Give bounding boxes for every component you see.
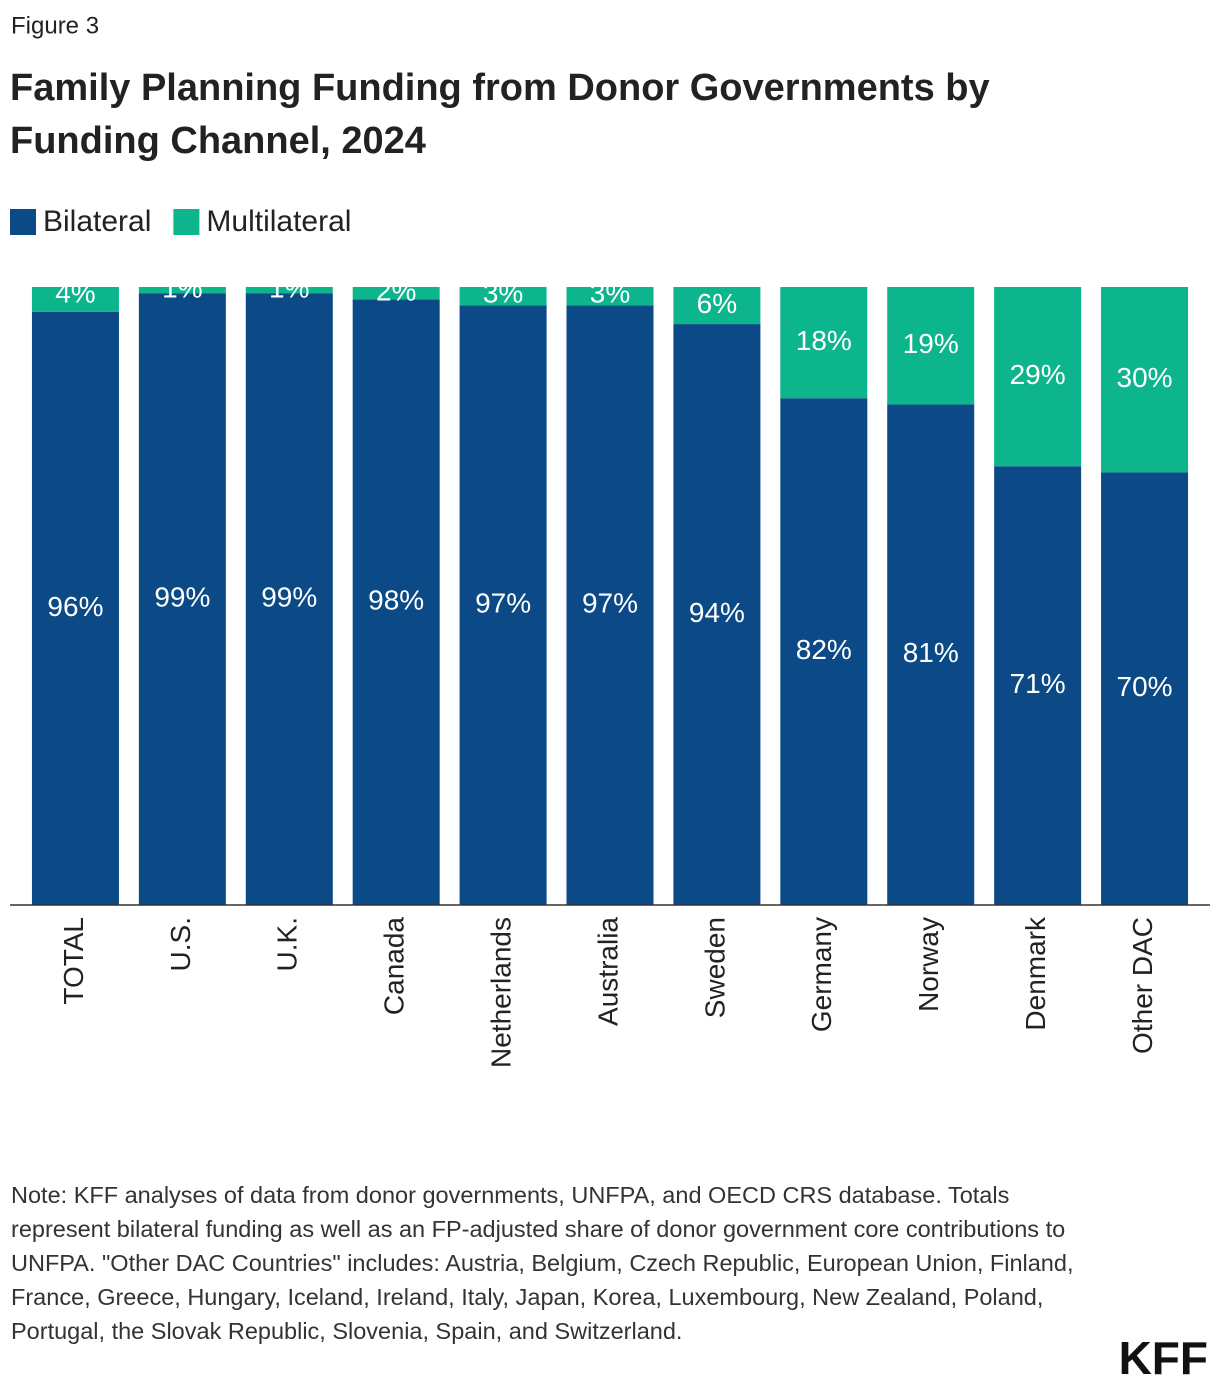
value-label: 97% xyxy=(582,588,638,619)
bar-segment xyxy=(887,287,975,405)
figure-label: Figure 3 xyxy=(11,12,99,39)
x-tick-label: Netherlands xyxy=(485,917,516,1068)
legend-swatch xyxy=(173,209,200,235)
bar-segment xyxy=(138,287,226,294)
title-box: Family Planning Funding from Donor Gover… xyxy=(10,67,990,162)
value-label: 3% xyxy=(483,277,523,308)
logo: KFF xyxy=(1119,1332,1208,1384)
bar-segment xyxy=(245,287,333,294)
value-label: 82% xyxy=(796,634,852,665)
x-tick-label: Australia xyxy=(592,917,623,1026)
bar-segment xyxy=(352,299,440,905)
bar-segment xyxy=(887,404,975,905)
bar-segment xyxy=(1101,472,1189,905)
bar-segment xyxy=(138,293,226,905)
x-tick-label: U.S. xyxy=(165,917,196,971)
x-tick-label: Canada xyxy=(379,917,410,1016)
value-label: 1% xyxy=(269,272,309,303)
value-label: 71% xyxy=(1010,668,1066,699)
bar-segment xyxy=(673,324,761,906)
x-tick-label: Sweden xyxy=(699,917,730,1018)
value-label: 4% xyxy=(55,277,95,308)
bar-segment xyxy=(1101,287,1189,473)
bar-segment xyxy=(994,287,1082,467)
value-label: 70% xyxy=(1117,671,1173,702)
value-label: 3% xyxy=(590,277,630,308)
value-label: 1% xyxy=(162,272,202,303)
legend-label: Bilateral xyxy=(43,205,151,238)
value-label: 19% xyxy=(903,328,959,359)
x-tick-label: Other DAC xyxy=(1127,917,1158,1054)
legend-swatch xyxy=(10,209,36,235)
bar-segment xyxy=(459,287,547,306)
value-label: 81% xyxy=(903,637,959,668)
x-tick-label: Denmark xyxy=(1020,916,1051,1031)
value-label: 30% xyxy=(1117,362,1173,393)
value-label: 97% xyxy=(475,588,531,619)
value-label: 2% xyxy=(376,276,416,307)
x-tick-label: TOTAL xyxy=(58,917,89,1005)
x-tick-label: Germany xyxy=(806,917,837,1032)
value-label: 6% xyxy=(697,288,737,319)
bar-segment xyxy=(31,287,119,312)
value-label: 29% xyxy=(1010,359,1066,390)
value-label: 98% xyxy=(368,585,424,616)
bar-segment xyxy=(352,287,440,300)
x-tick-label: U.K. xyxy=(272,917,303,971)
bar-segment xyxy=(31,311,119,906)
bar-segment xyxy=(780,287,868,399)
bar-segment xyxy=(994,466,1082,905)
bar-segment xyxy=(245,293,333,905)
bar-segment xyxy=(566,287,654,306)
value-label: 94% xyxy=(689,597,745,628)
value-label: 18% xyxy=(796,325,852,356)
bar-segment xyxy=(459,305,547,905)
bar-segment xyxy=(673,287,761,325)
bar-segment xyxy=(566,305,654,905)
value-label: 99% xyxy=(154,581,210,612)
value-label: 96% xyxy=(47,591,103,622)
note: Note: KFF analyses of data from donor go… xyxy=(11,1182,1074,1344)
chart-title: Family Planning Funding from Donor Gover… xyxy=(10,67,990,162)
bar-segment xyxy=(780,398,868,905)
legend-label: Multilateral xyxy=(206,205,351,238)
x-tick-label: Norway xyxy=(913,917,944,1012)
value-label: 99% xyxy=(261,581,317,612)
